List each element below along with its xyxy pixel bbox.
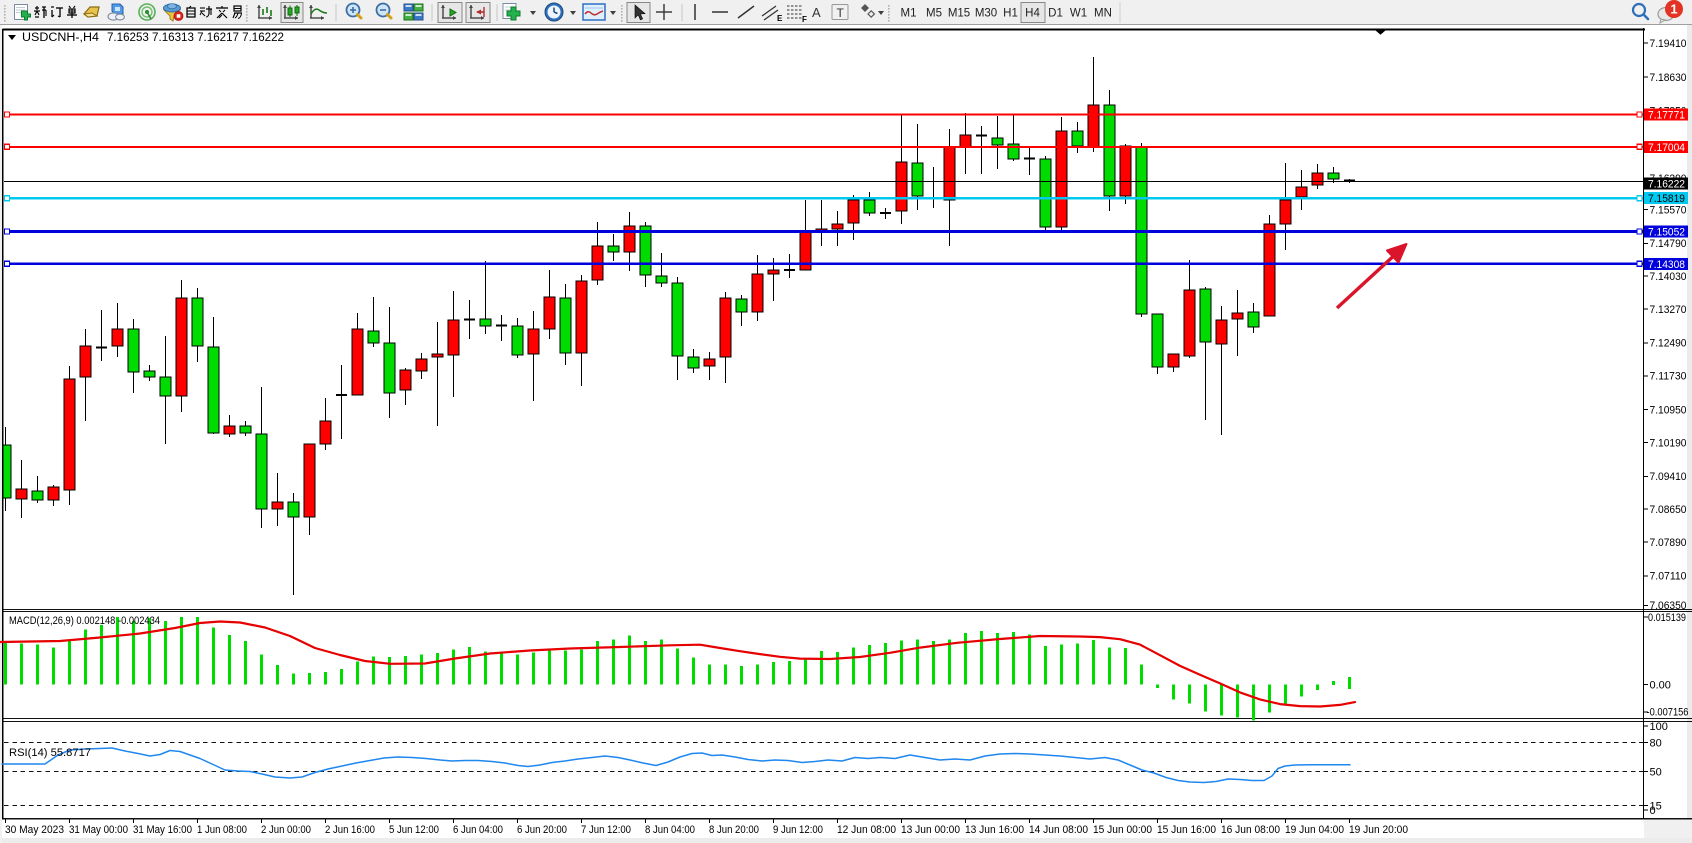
svg-text:7.14030: 7.14030 xyxy=(1650,271,1687,283)
svg-text:7.07110: 7.07110 xyxy=(1650,571,1687,583)
svg-text:7 Jun 12:00: 7 Jun 12:00 xyxy=(581,824,631,836)
svg-text:2 Jun 16:00: 2 Jun 16:00 xyxy=(325,824,375,836)
svg-text:13 Jun 16:00: 13 Jun 16:00 xyxy=(965,824,1024,836)
svg-text:7.11730: 7.11730 xyxy=(1650,371,1687,383)
svg-text:7.15819: 7.15819 xyxy=(1648,193,1685,205)
svg-text:19 Jun 04:00: 19 Jun 04:00 xyxy=(1285,824,1344,836)
svg-text:MACD(12,26,9) 0.002148 -0.0024: MACD(12,26,9) 0.002148 -0.002434 xyxy=(9,615,160,627)
svg-text:-0.007156: -0.007156 xyxy=(1647,706,1689,718)
svg-text:7.17004: 7.17004 xyxy=(1648,142,1685,154)
svg-text:7.12490: 7.12490 xyxy=(1650,338,1687,350)
svg-text:6 Jun 20:00: 6 Jun 20:00 xyxy=(517,824,567,836)
svg-text:T: T xyxy=(837,6,845,20)
svg-text:7.14308: 7.14308 xyxy=(1648,259,1685,271)
svg-text:1: 1 xyxy=(1670,2,1677,17)
svg-text:31 May 00:00: 31 May 00:00 xyxy=(69,824,128,836)
svg-text:15 Jun 16:00: 15 Jun 16:00 xyxy=(1157,824,1216,836)
svg-text:RSI(14) 55.8717: RSI(14) 55.8717 xyxy=(9,747,91,759)
svg-text:0: 0 xyxy=(1650,805,1656,817)
svg-text:2 Jun 00:00: 2 Jun 00:00 xyxy=(261,824,311,836)
svg-text:5 Jun 12:00: 5 Jun 12:00 xyxy=(389,824,439,836)
svg-text:8 Jun 04:00: 8 Jun 04:00 xyxy=(645,824,695,836)
svg-text:19 Jun 20:00: 19 Jun 20:00 xyxy=(1349,824,1408,836)
svg-text:7.19410: 7.19410 xyxy=(1650,38,1687,50)
svg-text:80: 80 xyxy=(1650,737,1662,749)
svg-text:7.16253 7.16313 7.16217 7.1622: 7.16253 7.16313 7.16217 7.16222 xyxy=(107,30,284,44)
svg-text:0.015139: 0.015139 xyxy=(1648,612,1686,624)
svg-text:7.13270: 7.13270 xyxy=(1650,304,1687,316)
svg-text:7.16222: 7.16222 xyxy=(1648,178,1685,190)
svg-text:7.08650: 7.08650 xyxy=(1650,504,1687,516)
svg-text:7.10950: 7.10950 xyxy=(1650,404,1687,416)
svg-text:15: 15 xyxy=(1650,800,1662,812)
svg-text:D1: D1 xyxy=(1048,8,1063,20)
svg-text:6 Jun 04:00: 6 Jun 04:00 xyxy=(453,824,503,836)
svg-text:USDCNH-,H4: USDCNH-,H4 xyxy=(22,30,99,44)
svg-text:M1: M1 xyxy=(901,8,917,20)
svg-text:7.06350: 7.06350 xyxy=(1650,600,1687,612)
svg-text:H4: H4 xyxy=(1025,8,1040,20)
svg-text:15 Jun 00:00: 15 Jun 00:00 xyxy=(1093,824,1152,836)
svg-text:7.14790: 7.14790 xyxy=(1650,238,1687,250)
svg-text:7.17771: 7.17771 xyxy=(1648,110,1685,122)
svg-text:12 Jun 08:00: 12 Jun 08:00 xyxy=(837,824,896,836)
svg-text:7.15052: 7.15052 xyxy=(1648,227,1685,239)
svg-text:M15: M15 xyxy=(948,8,970,20)
svg-text:7.15570: 7.15570 xyxy=(1650,204,1687,216)
svg-text:MN: MN xyxy=(1094,8,1112,20)
svg-text:13 Jun 00:00: 13 Jun 00:00 xyxy=(901,824,960,836)
svg-text:7.18630: 7.18630 xyxy=(1650,72,1687,84)
svg-text:14 Jun 08:00: 14 Jun 08:00 xyxy=(1029,824,1088,836)
svg-text:30 May 2023: 30 May 2023 xyxy=(5,824,64,836)
svg-text:F: F xyxy=(802,15,807,24)
svg-text:H1: H1 xyxy=(1003,8,1018,20)
svg-text:100: 100 xyxy=(1650,721,1668,733)
svg-text:16 Jun 08:00: 16 Jun 08:00 xyxy=(1221,824,1280,836)
svg-text:M30: M30 xyxy=(975,8,997,20)
svg-text:9 Jun 12:00: 9 Jun 12:00 xyxy=(773,824,823,836)
svg-text:31 May 16:00: 31 May 16:00 xyxy=(133,824,192,836)
svg-text:1 Jun 08:00: 1 Jun 08:00 xyxy=(197,824,247,836)
svg-text:A: A xyxy=(812,5,821,20)
svg-text:50: 50 xyxy=(1650,766,1662,778)
svg-text:E: E xyxy=(777,14,783,23)
svg-text:M5: M5 xyxy=(926,8,942,20)
svg-text:W1: W1 xyxy=(1070,8,1087,20)
svg-text:7.09410: 7.09410 xyxy=(1650,471,1687,483)
svg-text:7.07890: 7.07890 xyxy=(1650,537,1687,549)
svg-text:0.00: 0.00 xyxy=(1650,679,1671,691)
svg-text:8 Jun 20:00: 8 Jun 20:00 xyxy=(709,824,759,836)
svg-text:7.10190: 7.10190 xyxy=(1650,437,1687,449)
